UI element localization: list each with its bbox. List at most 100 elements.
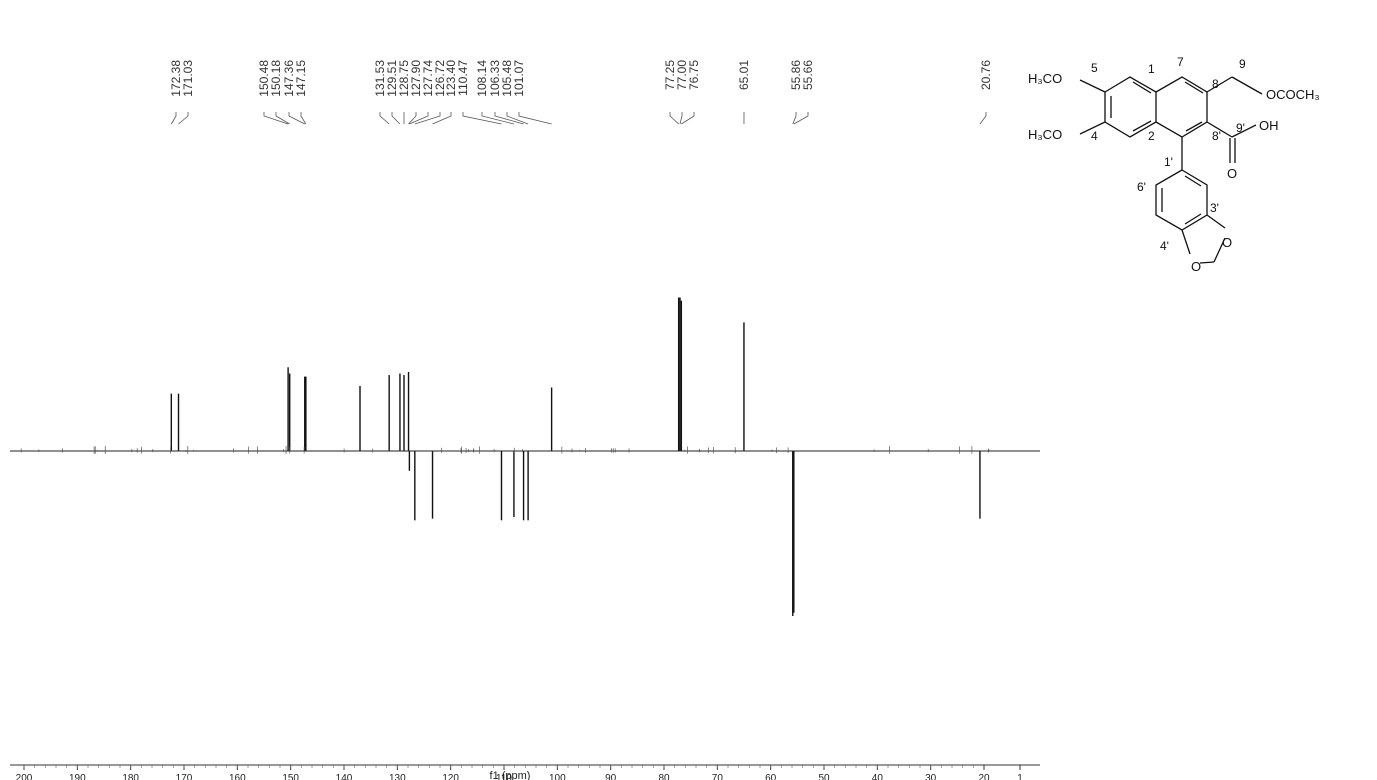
peak-label: 108.14 xyxy=(475,60,489,97)
bond xyxy=(1079,79,1106,93)
tick-label: 160 xyxy=(229,773,246,780)
bond xyxy=(1199,261,1215,264)
bond xyxy=(1231,76,1263,95)
tick-label: 150 xyxy=(282,773,299,780)
dioxole-oxygen-2: O xyxy=(1191,259,1201,274)
tick-label: 50 xyxy=(818,773,830,780)
peak-label: 150.18 xyxy=(269,60,283,97)
ring-b-bond xyxy=(1155,76,1208,138)
peak-label-tie xyxy=(679,112,683,125)
atom-number: 7 xyxy=(1177,55,1184,69)
bond xyxy=(1079,121,1106,135)
peak-label-tie xyxy=(669,112,679,125)
ring-a-bond xyxy=(1104,76,1157,138)
double-bond xyxy=(1185,121,1203,132)
bond xyxy=(1206,76,1233,93)
tick-label: 170 xyxy=(176,773,193,780)
peak-label-tie xyxy=(518,112,552,125)
peak-label: 123.40 xyxy=(444,60,458,97)
bond xyxy=(1231,124,1257,138)
acetoxy-group: OCOCH₃ xyxy=(1266,87,1320,102)
peak-label-tie xyxy=(408,112,417,125)
tick-label: 20 xyxy=(978,773,990,780)
peak-label: 171.03 xyxy=(181,60,195,97)
bond xyxy=(1181,229,1191,255)
hydroxyl-group: OH xyxy=(1259,118,1279,133)
peak-label-tie xyxy=(263,112,289,125)
peak-label: 147.36 xyxy=(282,60,296,97)
peak-label-tie xyxy=(681,112,695,125)
peak-label: 77.25 xyxy=(663,60,677,90)
peak-label-tie xyxy=(300,112,307,125)
peaks xyxy=(170,297,981,616)
tick-label: 1 xyxy=(1017,773,1023,780)
peak-label: 101.07 xyxy=(512,60,526,97)
dioxole-oxygen-1: O xyxy=(1222,235,1232,250)
peak-label: 76.75 xyxy=(687,60,701,90)
peak-label-tie xyxy=(379,112,390,125)
tick-label: 130 xyxy=(389,773,406,780)
peak-label: 105.48 xyxy=(500,60,514,97)
peak-label: 172.38 xyxy=(169,60,183,97)
peak-label-tie xyxy=(793,112,809,125)
atom-number: 9' xyxy=(1236,121,1245,135)
peak-label: 128.75 xyxy=(397,60,411,97)
structure-labels: H₃CO H₃CO OCOCH₃ OH O O O 5 4 1 2 7 8 9 … xyxy=(1028,55,1320,274)
chemical-structure xyxy=(1079,76,1263,264)
x-axis-label: f1 (ppm) xyxy=(490,770,531,780)
tick-label: 120 xyxy=(442,773,459,780)
peak-label: 150.48 xyxy=(257,60,271,97)
bond xyxy=(1206,214,1226,229)
peak-label-tie xyxy=(462,112,502,125)
peak-label: 65.01 xyxy=(737,60,751,90)
tick-label: 90 xyxy=(605,773,617,780)
peak-label: 110.47 xyxy=(456,60,470,96)
peak-label-tie xyxy=(979,112,987,125)
double-bond xyxy=(1132,120,1152,132)
peak-label: 147.15 xyxy=(294,60,308,97)
carbonyl-oxygen: O xyxy=(1227,166,1237,181)
peak-label: 127.90 xyxy=(409,60,423,97)
tick-label: 60 xyxy=(765,773,777,780)
tick-label: 70 xyxy=(712,773,724,780)
peak-label-tie xyxy=(792,112,797,125)
peak-label-tie xyxy=(481,112,515,125)
tick-label: 100 xyxy=(549,773,566,780)
methoxy-group-top: H₃CO xyxy=(1028,71,1062,86)
atom-number: 8 xyxy=(1212,77,1219,91)
tick-label: 40 xyxy=(872,773,884,780)
atom-number: 2 xyxy=(1148,129,1155,143)
double-bond xyxy=(1184,213,1202,225)
bond xyxy=(1213,237,1226,263)
peak-label: 20.76 xyxy=(979,60,993,90)
peak-label: 126.72 xyxy=(433,60,447,97)
peak-label-tie xyxy=(170,112,177,125)
ring-c-bond xyxy=(1155,169,1208,231)
atom-number: 9 xyxy=(1239,57,1246,71)
double-bond xyxy=(1184,81,1204,94)
bond xyxy=(1206,121,1233,138)
baseline-noise xyxy=(20,446,990,454)
peak-label: 131.53 xyxy=(373,60,387,97)
peak-label: 129.51 xyxy=(385,60,399,97)
methoxy-group-bottom: H₃CO xyxy=(1028,127,1062,142)
peak-label: 77.00 xyxy=(675,60,689,90)
tick-label: 190 xyxy=(69,773,86,780)
atom-number: 8' xyxy=(1212,129,1221,143)
peak-label-tie xyxy=(178,112,189,125)
peak-label-tie xyxy=(506,112,529,125)
peak-label-tie xyxy=(494,112,524,125)
peak-label-tie xyxy=(432,112,452,125)
double-bond xyxy=(1184,175,1202,187)
x-axis-ticks: 200 190 180 170 160 150 140 130 120 110 100 90 80 70 6… xyxy=(16,765,1023,780)
tick-label: 180 xyxy=(122,773,139,780)
double-bond xyxy=(1132,81,1152,94)
peak-label: 55.66 xyxy=(801,60,815,90)
atom-number: 4 xyxy=(1091,129,1098,143)
tick-label: 30 xyxy=(925,773,937,780)
peak-label-ties xyxy=(170,112,987,125)
tick-label: 200 xyxy=(16,773,33,780)
atom-number: 5 xyxy=(1091,61,1098,75)
